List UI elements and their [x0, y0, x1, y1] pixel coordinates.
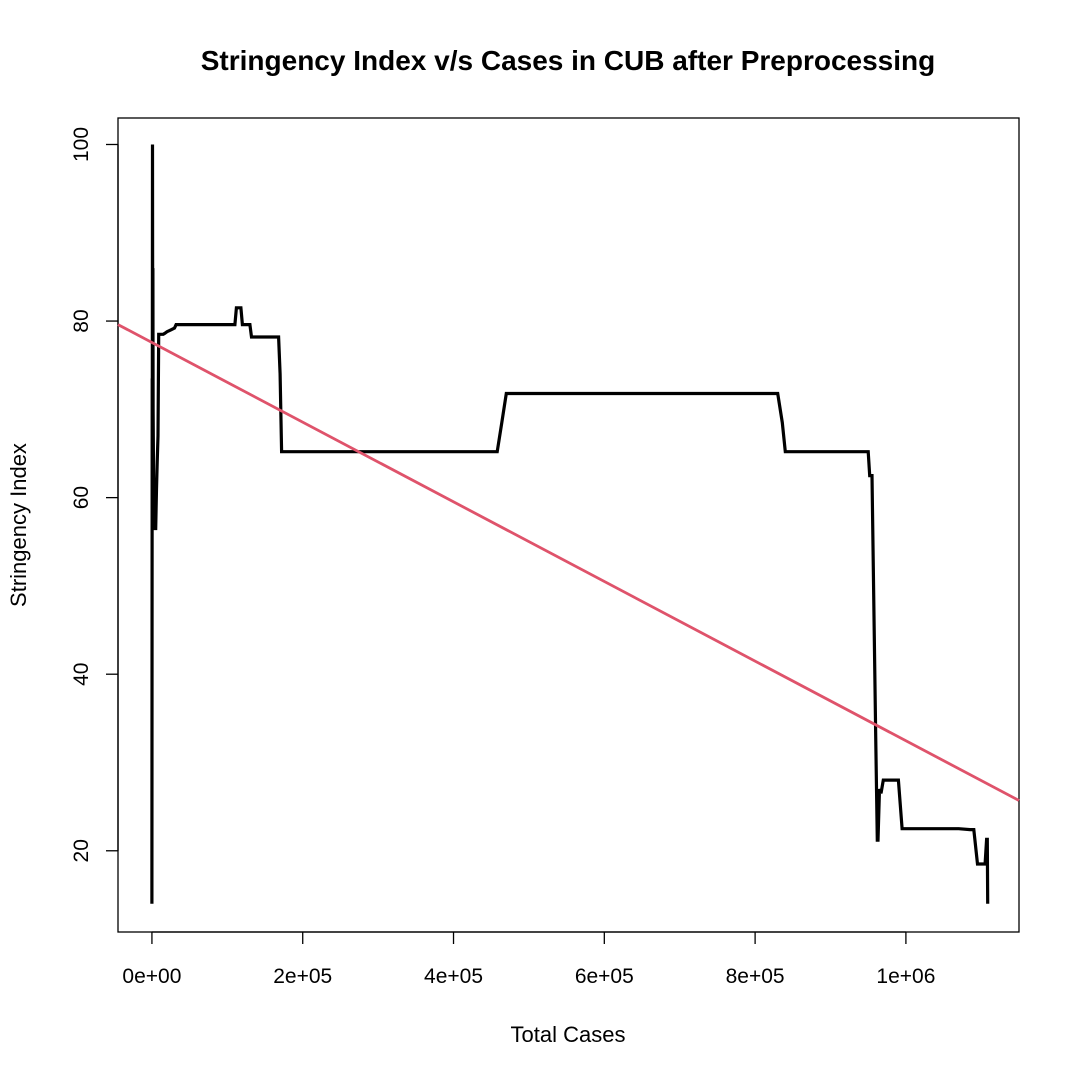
y-axis-label: Stringency Index	[6, 443, 31, 607]
y-tick-label: 20	[70, 839, 93, 862]
trend-line	[117, 323, 1020, 802]
x-tick-label: 8e+05	[726, 965, 785, 988]
stringency-series-line	[150, 144, 990, 904]
x-tick-label: 0e+00	[122, 965, 181, 988]
plot-frame	[117, 117, 1020, 933]
y-tick-label: 100	[70, 127, 93, 162]
x-axis: 0e+00 2e+05 4e+05 6e+05 8e+05 1e+06	[122, 931, 935, 988]
chart-title: Stringency Index v/s Cases in CUB after …	[201, 45, 935, 76]
x-tick-label: 6e+05	[575, 965, 634, 988]
x-tick-label: 1e+06	[876, 965, 935, 988]
x-axis-label: Total Cases	[511, 1022, 626, 1047]
x-tick-label: 2e+05	[273, 965, 332, 988]
series-layer	[117, 144, 1020, 904]
y-tick-label: 60	[70, 486, 93, 509]
y-tick-label: 40	[70, 663, 93, 686]
x-tick-label: 4e+05	[424, 965, 483, 988]
y-axis: 20 40 60 80 100	[70, 127, 119, 862]
y-tick-label: 80	[70, 309, 93, 332]
